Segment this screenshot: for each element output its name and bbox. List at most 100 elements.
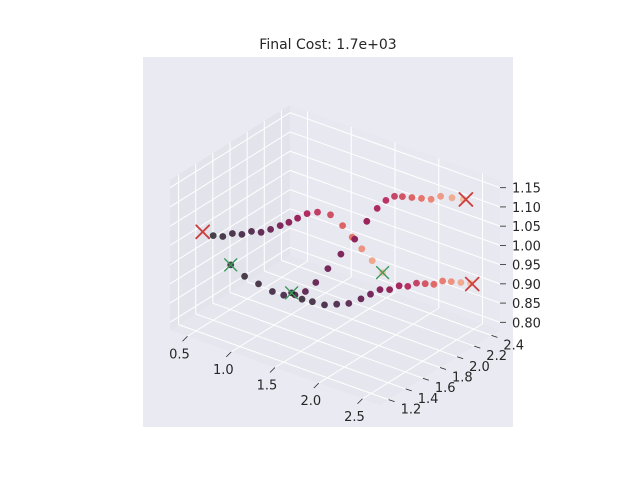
waypoint-marker-stroke-b xyxy=(224,258,238,272)
trajectory-1-point xyxy=(327,211,334,219)
trajectory-3-point xyxy=(421,280,429,288)
y-tick-mark xyxy=(439,367,447,370)
grid-line-y-floor xyxy=(195,313,406,390)
trajectory-3-point xyxy=(357,295,365,303)
trajectory-3-point xyxy=(457,279,465,286)
grid-line-z-back xyxy=(289,189,501,266)
grid-line-z-left xyxy=(169,169,291,246)
waypoint-marker-stroke-b xyxy=(284,286,299,300)
trajectory-2-point xyxy=(427,195,435,203)
grid-line-z-back xyxy=(289,169,501,246)
trajectory-2-point xyxy=(363,217,371,225)
chart-title: Final Cost: 1.7e+03 xyxy=(259,37,396,53)
grid-line-z-left xyxy=(169,246,291,323)
y-tick-label: 1.2 xyxy=(401,403,422,418)
trajectory-2-point xyxy=(351,235,359,243)
grid-line-y-floor xyxy=(281,259,492,336)
y-tick-mark xyxy=(457,356,464,360)
end-marker xyxy=(458,192,474,207)
trajectory-2-point xyxy=(399,193,406,201)
trajectory-2-point xyxy=(255,280,262,288)
grid-line-z-back xyxy=(289,131,501,208)
y-tick-label: 1.6 xyxy=(435,381,456,396)
waypoint-marker xyxy=(224,258,238,272)
x-tick-mark xyxy=(225,351,232,358)
y-tick-mark xyxy=(491,334,498,338)
trajectory-1-point xyxy=(238,231,246,238)
end-marker-stroke-b xyxy=(464,276,480,292)
grid-line-y-floor xyxy=(212,302,424,379)
z-tick-label: 1.10 xyxy=(512,201,541,216)
trajectory-1-point xyxy=(257,228,265,236)
trajectory-1-point xyxy=(219,233,227,240)
trajectory-2-point xyxy=(391,192,398,200)
grid-line-z-back xyxy=(289,208,501,285)
grid-line-z-back xyxy=(289,150,501,227)
x-tick-label: 2.5 xyxy=(344,410,365,425)
trajectory-1-point xyxy=(303,210,311,218)
y-tick-label: 2.2 xyxy=(486,349,507,364)
x-tick-label: 1.5 xyxy=(257,379,278,394)
grid-line-z-back xyxy=(289,112,501,189)
y-tick-label: 2.4 xyxy=(503,338,524,353)
trajectory-3-point xyxy=(430,280,438,288)
end-marker-stroke-b xyxy=(458,192,474,207)
trajectory-3-point xyxy=(413,279,420,287)
waypoint-marker-stroke-b xyxy=(375,265,390,280)
trajectory-2-point xyxy=(448,194,456,202)
trajectory-2-point xyxy=(382,197,390,204)
trajectory-2-point xyxy=(302,288,309,295)
trajectory-1-point xyxy=(209,232,217,240)
grid-line-z-left xyxy=(169,189,291,266)
tick-labels: 0.51.01.52.02.5 1.21.41.61.82.02.22.40.80… xyxy=(169,182,541,425)
trajectory-1-point xyxy=(294,214,301,222)
trajectory-2-point xyxy=(280,291,288,299)
z-tick-label: 1.05 xyxy=(512,220,541,235)
y-tick-mark xyxy=(474,345,481,349)
x-tick-label: 0.5 xyxy=(169,347,190,362)
trajectory-2-point xyxy=(408,194,416,201)
trajectory-1-point xyxy=(229,230,236,237)
x-tick-label: 2.0 xyxy=(300,394,321,409)
grid-line-z-left xyxy=(169,131,291,208)
trajectory-3-point xyxy=(404,283,412,290)
waypoint-marker xyxy=(284,286,299,300)
trajectory-1-point xyxy=(368,257,376,265)
grid-lines xyxy=(169,110,501,401)
y-tick-mark xyxy=(388,399,395,403)
x-tick-mark xyxy=(269,367,276,373)
trajectory-1-point xyxy=(339,222,346,230)
trajectory-3-point xyxy=(367,290,374,298)
trajectory-1-point xyxy=(248,228,255,235)
trajectory-2-point xyxy=(437,192,444,200)
end-marker-stroke-b xyxy=(195,224,211,240)
trajectory-3-point xyxy=(386,286,393,293)
x-tick-label: 1.0 xyxy=(213,363,234,378)
z-tick-label: 0.85 xyxy=(512,297,541,312)
trajectory-3-point xyxy=(298,295,306,303)
trajectory-2-point xyxy=(269,288,276,295)
waypoint-marker xyxy=(375,265,390,280)
trajectory-2-point xyxy=(418,195,425,202)
y-tick-label: 2.0 xyxy=(469,360,490,375)
z-tick-label: 1.15 xyxy=(512,182,541,197)
grid-line-z-left xyxy=(169,150,291,227)
end-marker xyxy=(195,224,211,240)
z-tick-label: 0.90 xyxy=(512,278,541,293)
grid-line-z-left xyxy=(169,208,291,285)
grid-line-z-back xyxy=(289,246,501,323)
y-tick-label: 1.8 xyxy=(452,371,473,386)
trajectory-3-point xyxy=(333,300,341,308)
trajectory-1-point xyxy=(314,208,321,216)
trajectory-3-point xyxy=(321,301,328,309)
trajectory-2-point xyxy=(312,279,320,286)
y-tick-mark xyxy=(405,388,412,392)
trajectory-1-point xyxy=(276,222,284,230)
z-tick-label: 0.95 xyxy=(512,259,541,274)
grid-line-y-floor xyxy=(229,292,441,368)
grid-line-z-left xyxy=(169,112,291,189)
y-tick-mark xyxy=(422,377,429,381)
grid-line-y-floor xyxy=(178,324,389,401)
